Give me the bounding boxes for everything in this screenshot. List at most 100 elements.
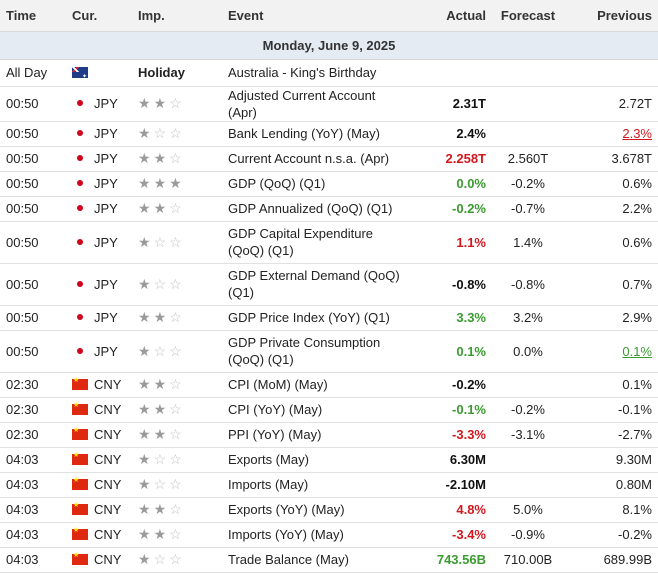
event-previous-cell: 3.678T	[564, 146, 658, 172]
event-currency: JPY	[94, 201, 118, 216]
event-name[interactable]: Exports (May)	[222, 447, 408, 473]
star-empty-icon: ☆	[169, 342, 185, 359]
event-forecast: 2.560T	[492, 146, 564, 172]
event-name[interactable]: Current Account n.s.a. (Apr)	[222, 146, 408, 172]
column-previous[interactable]: Previous	[564, 0, 658, 32]
header-row: Time Cur. Imp. Event Actual Forecast Pre…	[0, 0, 658, 32]
column-forecast[interactable]: Forecast	[492, 0, 564, 32]
table-row[interactable]: 02:30CNY★★☆PPI (YoY) (May)-3.3%-3.1%-2.7…	[0, 422, 658, 448]
event-previous: 8.1%	[622, 502, 652, 517]
event-name[interactable]: Imports (May)	[222, 472, 408, 498]
table-row[interactable]: 00:50 JPY ★★☆ GDP Price Index (YoY) (Q1) 3.3…	[0, 305, 658, 331]
event-name[interactable]: GDP Private Consumption (QoQ) (Q1)	[222, 330, 408, 373]
table-row[interactable]: 04:03CNY★★☆Imports (YoY) (May)-3.4%-0.9%…	[0, 522, 658, 548]
event-previous: 9.30M	[615, 452, 652, 467]
event-name[interactable]: Bank Lending (YoY) (May)	[222, 121, 408, 147]
star-filled-icon: ★	[138, 451, 154, 467]
holiday-row[interactable]: All Day Holiday Australia - King's Birth…	[0, 59, 658, 87]
event-actual: 2.31T	[408, 86, 492, 122]
event-time: 00:50	[0, 221, 66, 264]
event-previous-cell: 0.6%	[564, 171, 658, 197]
event-currency-cell: CNY	[66, 447, 132, 473]
event-currency: JPY	[94, 126, 118, 141]
event-time: 02:30	[0, 372, 66, 398]
event-previous: 0.7%	[622, 276, 652, 292]
event-actual: 3.3%	[408, 305, 492, 331]
table-row[interactable]: 02:30CNY★★☆CPI (MoM) (May)-0.2%0.1%	[0, 372, 658, 398]
table-row[interactable]: 00:50 JPY ★★☆ Adjusted Current Account (Apr…	[0, 86, 658, 122]
star-filled-icon: ★	[138, 401, 154, 417]
event-currency-cell: JPY	[66, 305, 132, 331]
event-currency: CNY	[94, 377, 122, 392]
star-filled-icon: ★	[138, 426, 154, 442]
event-name[interactable]: Trade Balance (May)	[222, 547, 408, 573]
event-previous-cell: 689.99B	[564, 547, 658, 573]
table-row[interactable]: 02:30CNY★★☆CPI (YoY) (May)-0.1%-0.2%-0.1…	[0, 397, 658, 423]
event-name[interactable]: GDP (QoQ) (Q1)	[222, 171, 408, 197]
japan-flag-icon	[74, 177, 86, 189]
star-empty-icon: ☆	[153, 551, 170, 567]
japan-flag-icon	[74, 344, 86, 357]
importance-stars: ★☆☆	[132, 263, 222, 306]
column-importance[interactable]: Imp.	[132, 0, 222, 32]
event-name[interactable]: Adjusted Current Account (Apr)	[222, 86, 408, 122]
event-name[interactable]: Exports (YoY) (May)	[222, 497, 408, 523]
table-row[interactable]: 00:50 JPY ★★★ GDP (QoQ) (Q1) 0.0% -0.2% 0.6%	[0, 171, 658, 197]
event-currency-cell: CNY	[66, 397, 132, 423]
event-time: 04:03	[0, 522, 66, 548]
event-time: 00:50	[0, 171, 66, 197]
table-row[interactable]: 00:50 JPY ★☆☆ Bank Lending (YoY) (May) 2.4% 2…	[0, 121, 658, 147]
event-name[interactable]: CPI (MoM) (May)	[222, 372, 408, 398]
star-filled-icon: ★	[153, 200, 170, 216]
event-time: 00:50	[0, 146, 66, 172]
japan-flag-icon	[74, 97, 86, 109]
event-forecast	[492, 121, 564, 147]
star-empty-icon: ☆	[153, 476, 170, 492]
table-row[interactable]: 00:50 JPY ★★☆ GDP Annualized (QoQ) (Q1) -0.2…	[0, 196, 658, 222]
china-flag-icon	[72, 501, 88, 515]
event-name[interactable]: GDP Capital Expenditure (QoQ) (Q1)	[222, 221, 408, 264]
star-empty-icon: ☆	[169, 401, 185, 417]
event-name[interactable]: Imports (YoY) (May)	[222, 522, 408, 548]
star-empty-icon: ☆	[169, 451, 185, 467]
event-currency: JPY	[94, 176, 118, 191]
holiday-forecast	[492, 59, 564, 87]
event-forecast	[492, 372, 564, 398]
table-row[interactable]: 04:03CNY★☆☆Trade Balance (May)743.56B710…	[0, 547, 658, 573]
holiday-event[interactable]: Australia - King's Birthday	[222, 59, 408, 87]
column-currency[interactable]: Cur.	[66, 0, 132, 32]
table-row[interactable]: 04:03CNY★★☆Exports (YoY) (May)4.8%5.0%8.…	[0, 497, 658, 523]
event-name[interactable]: GDP Price Index (YoY) (Q1)	[222, 305, 408, 331]
event-actual: 0.0%	[408, 171, 492, 197]
event-currency-cell: CNY	[66, 472, 132, 498]
event-currency: CNY	[94, 427, 122, 442]
event-actual: 2.4%	[408, 121, 492, 147]
column-event[interactable]: Event	[222, 0, 408, 32]
event-currency: CNY	[94, 502, 122, 517]
event-forecast: 0.0%	[492, 330, 564, 373]
table-row[interactable]: 00:50 JPY ★★☆ Current Account n.s.a. (Apr) 2…	[0, 146, 658, 172]
table-row[interactable]: 00:50 JPY ★☆☆ GDP Private Consumption (QoQ)…	[0, 330, 658, 373]
event-currency-cell: JPY	[66, 121, 132, 147]
column-actual[interactable]: Actual	[408, 0, 492, 32]
japan-flag-icon	[74, 202, 86, 214]
event-currency: CNY	[94, 552, 122, 567]
japan-flag-icon	[74, 277, 86, 290]
event-currency-cell: CNY	[66, 422, 132, 448]
star-filled-icon: ★	[153, 401, 170, 417]
event-forecast	[492, 447, 564, 473]
event-previous-cell: 0.7%	[564, 263, 658, 306]
column-time[interactable]: Time	[0, 0, 66, 32]
star-empty-icon: ☆	[169, 426, 185, 442]
star-filled-icon: ★	[138, 342, 154, 359]
event-name[interactable]: PPI (YoY) (May)	[222, 422, 408, 448]
event-name[interactable]: GDP Annualized (QoQ) (Q1)	[222, 196, 408, 222]
event-name[interactable]: CPI (YoY) (May)	[222, 397, 408, 423]
event-name[interactable]: GDP External Demand (QoQ) (Q1)	[222, 263, 408, 306]
table-row[interactable]: 00:50 JPY ★☆☆ GDP Capital Expenditure (QoQ)…	[0, 221, 658, 264]
event-time: 00:50	[0, 121, 66, 147]
table-row[interactable]: 00:50 JPY ★☆☆ GDP External Demand (QoQ) (Q1…	[0, 263, 658, 306]
